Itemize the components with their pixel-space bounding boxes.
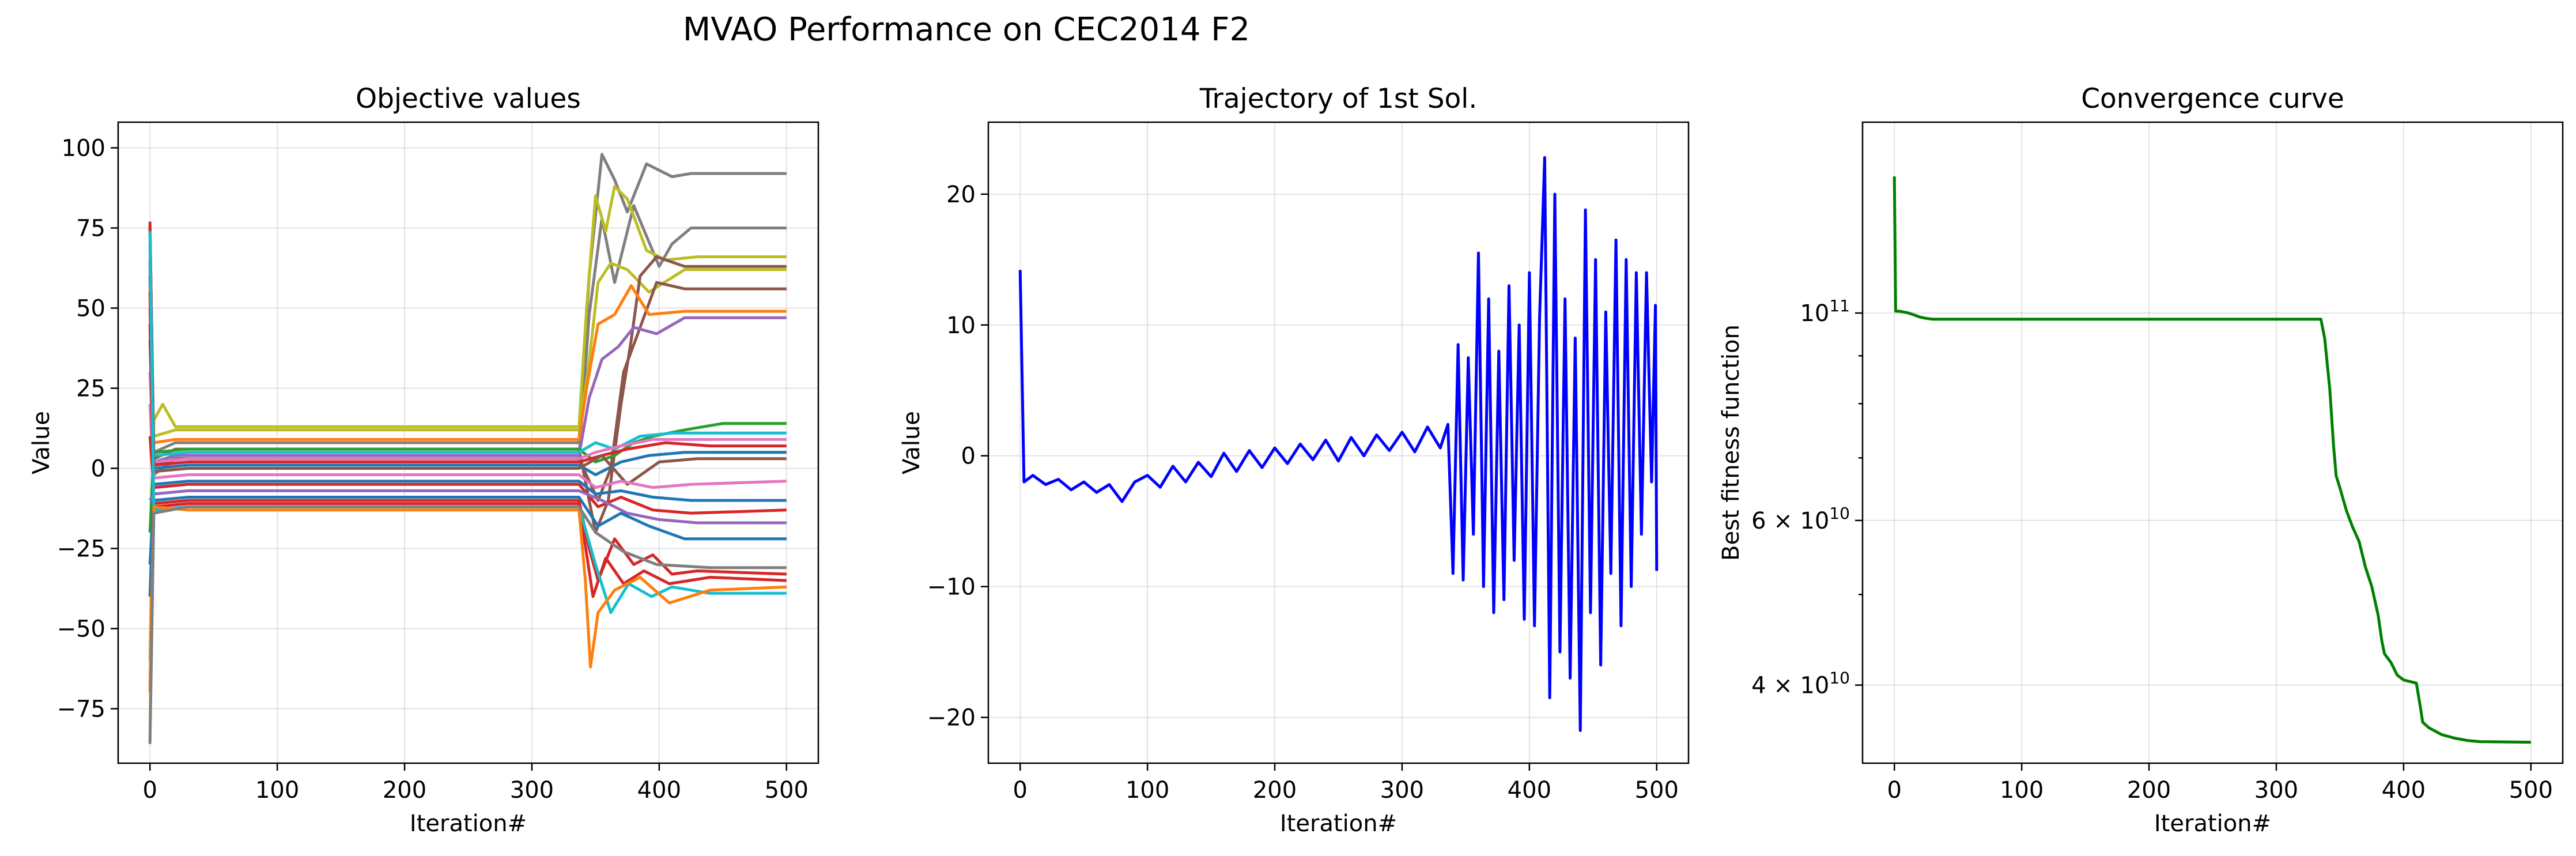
x-tick-label: 400 — [1508, 777, 1551, 804]
y-tick-label: 0 — [961, 443, 976, 470]
y-tick-label: −20 — [927, 705, 976, 731]
y-axis: −75 −50 −25 0 25 50 75 100 — [57, 135, 118, 722]
x-tick-label: 200 — [2127, 777, 2171, 804]
tick-label-base: 6 × 10 — [1751, 508, 1829, 534]
series-line-15 — [148, 404, 787, 489]
y-tick-label: 25 — [76, 375, 105, 402]
y-tick-label: −10 — [927, 574, 976, 601]
x-tick-label: 500 — [765, 777, 809, 804]
series-group — [1893, 176, 2531, 744]
x-axis: 0 100 200 300 400 500 — [143, 763, 809, 804]
figure-title: MVAO Performance on CEC2014 F2 — [683, 11, 1250, 48]
x-axis: 0 100 200 300 400 500 — [1887, 763, 2553, 804]
series-group — [148, 153, 787, 744]
y-axis-label: Value — [898, 411, 925, 474]
series-line-23 — [148, 505, 787, 687]
series-line-9 — [148, 422, 787, 533]
x-tick-label: 100 — [1125, 777, 1169, 804]
tick-label-exponent: 10 — [1829, 668, 1850, 687]
x-tick-label: 400 — [637, 777, 681, 804]
series-line-7 — [148, 284, 787, 693]
y-tick-label: 4 × 1010 — [1751, 668, 1850, 699]
y-tick-label: 75 — [76, 215, 105, 242]
y-axis: −20 −10 0 10 20 — [927, 182, 988, 731]
series-line-1 — [148, 153, 787, 454]
subplots-container: 0 100 200 300 400 500−75−50−250255075100Objec… — [28, 83, 2564, 837]
x-tick-label: 0 — [1013, 777, 1028, 804]
x-tick-label: 0 — [1887, 777, 1902, 804]
series-line-14 — [148, 340, 787, 486]
x-tick-label: 300 — [1380, 777, 1424, 804]
x-tick-label: 400 — [2382, 777, 2426, 804]
y-tick-label: 10 — [946, 312, 976, 339]
x-axis-label: Iteration# — [410, 810, 527, 837]
subplot-trajectory: 0 100 200 300 400 500 −20 −10 0 10 20 Trajectory of… — [898, 83, 1690, 837]
y-tick-label: 50 — [76, 295, 105, 322]
tick-label-base: 4 × 10 — [1751, 672, 1829, 699]
series-line-8 — [148, 308, 787, 463]
series-line-24 — [148, 505, 787, 744]
series-line-1 — [1018, 156, 1659, 732]
y-tick-label: 20 — [946, 182, 976, 208]
subplot-objective-values: 0 100 200 300 400 500 −75 −50 −25 0 25 50 75 100 Objec… — [28, 83, 819, 837]
axes-frame — [1861, 121, 2564, 764]
series-group — [1018, 156, 1659, 732]
y-tick-label: −50 — [57, 616, 105, 642]
y-tick-label: 1011 — [1800, 296, 1850, 327]
x-axis-label: Iteration# — [1280, 810, 1397, 837]
x-tick-label: 200 — [383, 777, 426, 804]
x-tick-label: 300 — [510, 777, 554, 804]
tick-label-exponent: 10 — [1829, 504, 1850, 523]
x-tick-label: 300 — [2254, 777, 2298, 804]
series-line-21 — [148, 324, 787, 598]
tick-label-exponent: 11 — [1829, 296, 1850, 315]
y-tick-label: −75 — [57, 696, 105, 722]
axes-frame — [117, 121, 819, 764]
gridlines — [1863, 122, 2563, 763]
x-tick-label: 500 — [1635, 777, 1679, 804]
y-tick-label: 0 — [91, 455, 105, 482]
y-tick-label: 6 × 1010 — [1751, 504, 1850, 534]
tick-label-base: 10 — [1800, 300, 1829, 327]
series-line-13 — [148, 260, 787, 477]
x-tick-label: 500 — [2509, 777, 2553, 804]
x-tick-label: 0 — [143, 777, 157, 804]
series-line-16 — [148, 480, 787, 597]
y-tick-label: 100 — [62, 135, 105, 161]
x-tick-label: 200 — [1253, 777, 1297, 804]
y-axis-label: Value — [28, 411, 55, 474]
series-line-18 — [149, 489, 787, 525]
x-tick-label: 100 — [2000, 777, 2044, 804]
y-tick-label: −25 — [57, 536, 105, 562]
subplot-title: Objective values — [356, 83, 581, 115]
subplot-title: Trajectory of 1st Sol. — [1199, 83, 1478, 115]
series-line-17 — [148, 436, 787, 515]
axes-frame — [987, 121, 1690, 764]
series-line-19 — [148, 496, 787, 565]
series-line-10 — [148, 231, 787, 457]
x-axis-label: Iteration# — [2154, 810, 2271, 837]
subplot-title: Convergence curve — [2081, 83, 2344, 115]
y-axis-label: Best fitness function — [1718, 325, 1744, 561]
x-axis: 0 100 200 300 400 500 — [1013, 763, 1679, 804]
x-tick-label: 100 — [255, 777, 299, 804]
series-line-1 — [1893, 176, 2531, 744]
series-line-11 — [148, 372, 787, 463]
